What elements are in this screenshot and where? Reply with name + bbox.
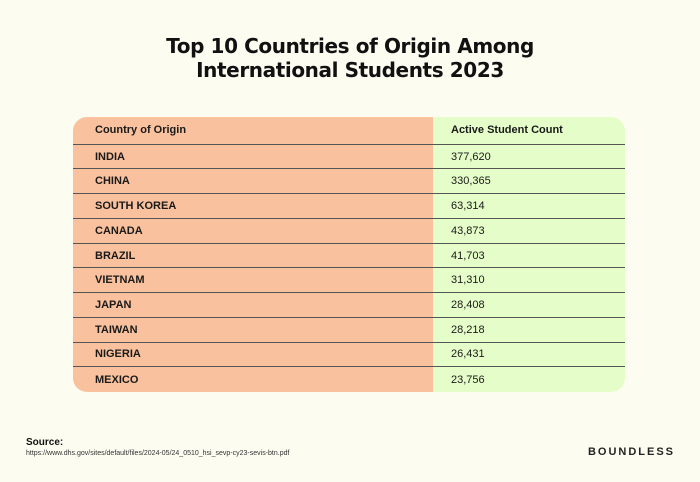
country-cell: TAIWAN: [73, 318, 433, 343]
count-cell: 31,310: [433, 268, 625, 294]
count-cell: 26,431: [433, 343, 625, 368]
count-cell: 23,756: [451, 373, 485, 386]
count-column: Active Student Count 377,620 330,365 63,…: [433, 117, 625, 392]
count-cell: 41,703: [433, 244, 625, 269]
count-column-header: Active Student Count: [433, 117, 625, 145]
chart-title-line-2: International Students 2023: [196, 58, 504, 82]
count-cell: 28,218: [433, 318, 625, 343]
count-cell: 28,408: [433, 293, 625, 318]
data-table: Country of Origin INDIA CHINA SOUTH KORE…: [73, 117, 625, 392]
country-cell: SOUTH KOREA: [73, 194, 433, 219]
country-cell: JAPAN: [73, 293, 433, 318]
count-cell: 63,314: [433, 194, 625, 219]
country-cell: INDIA: [73, 145, 433, 170]
source-label: Source:: [26, 437, 64, 448]
count-cell: 330,365: [433, 169, 625, 195]
country-cell: NIGERIA: [73, 343, 433, 368]
country-column: Country of Origin INDIA CHINA SOUTH KORE…: [73, 117, 433, 392]
country-cell: CHINA: [73, 169, 433, 195]
country-cell: MEXICO: [95, 373, 139, 386]
country-cell: CANADA: [73, 219, 433, 244]
chart-title-line-1: Top 10 Countries of Origin Among: [166, 34, 534, 58]
chart-title: Top 10 Countries of Origin Among Interna…: [0, 34, 700, 82]
brand-logo: BOUNDLESS: [587, 446, 675, 458]
country-column-header: Country of Origin: [73, 117, 433, 145]
country-cell: BRAZIL: [73, 244, 433, 269]
count-cell: 377,620: [433, 145, 625, 170]
count-cell: 43,873: [433, 219, 625, 244]
country-cell: VIETNAM: [73, 268, 433, 294]
source-url: https://www.dhs.gov/sites/default/files/…: [26, 450, 290, 457]
